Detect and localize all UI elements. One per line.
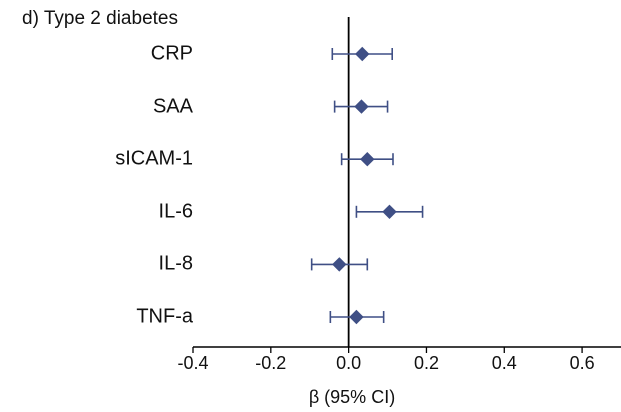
chart-title: d) Type 2 diabetes [22,8,178,29]
category-label: SAA [152,95,193,118]
x-tick-label: -0.2 [255,353,287,373]
category-label: IL-6 [158,200,193,223]
category-label: IL-8 [158,252,193,275]
point-estimate-marker [349,309,364,325]
point-estimate-marker [355,46,370,62]
point-estimate-marker [382,204,397,220]
x-tick-label: 0.0 [336,353,362,373]
x-tick-label: -0.4 [177,353,209,373]
x-axis-label: β (95% CI) [308,387,396,407]
point-estimate-marker [332,257,347,272]
x-tick-label: 0.2 [413,353,439,373]
point-estimate-marker [354,99,369,114]
point-estimate-marker [360,151,375,167]
x-tick-label: 0.4 [491,353,517,373]
category-label: sICAM-1 [115,147,193,170]
category-label: TNF-a [136,305,193,328]
x-tick-label: 0.6 [569,353,595,373]
category-label: CRP [150,42,193,65]
